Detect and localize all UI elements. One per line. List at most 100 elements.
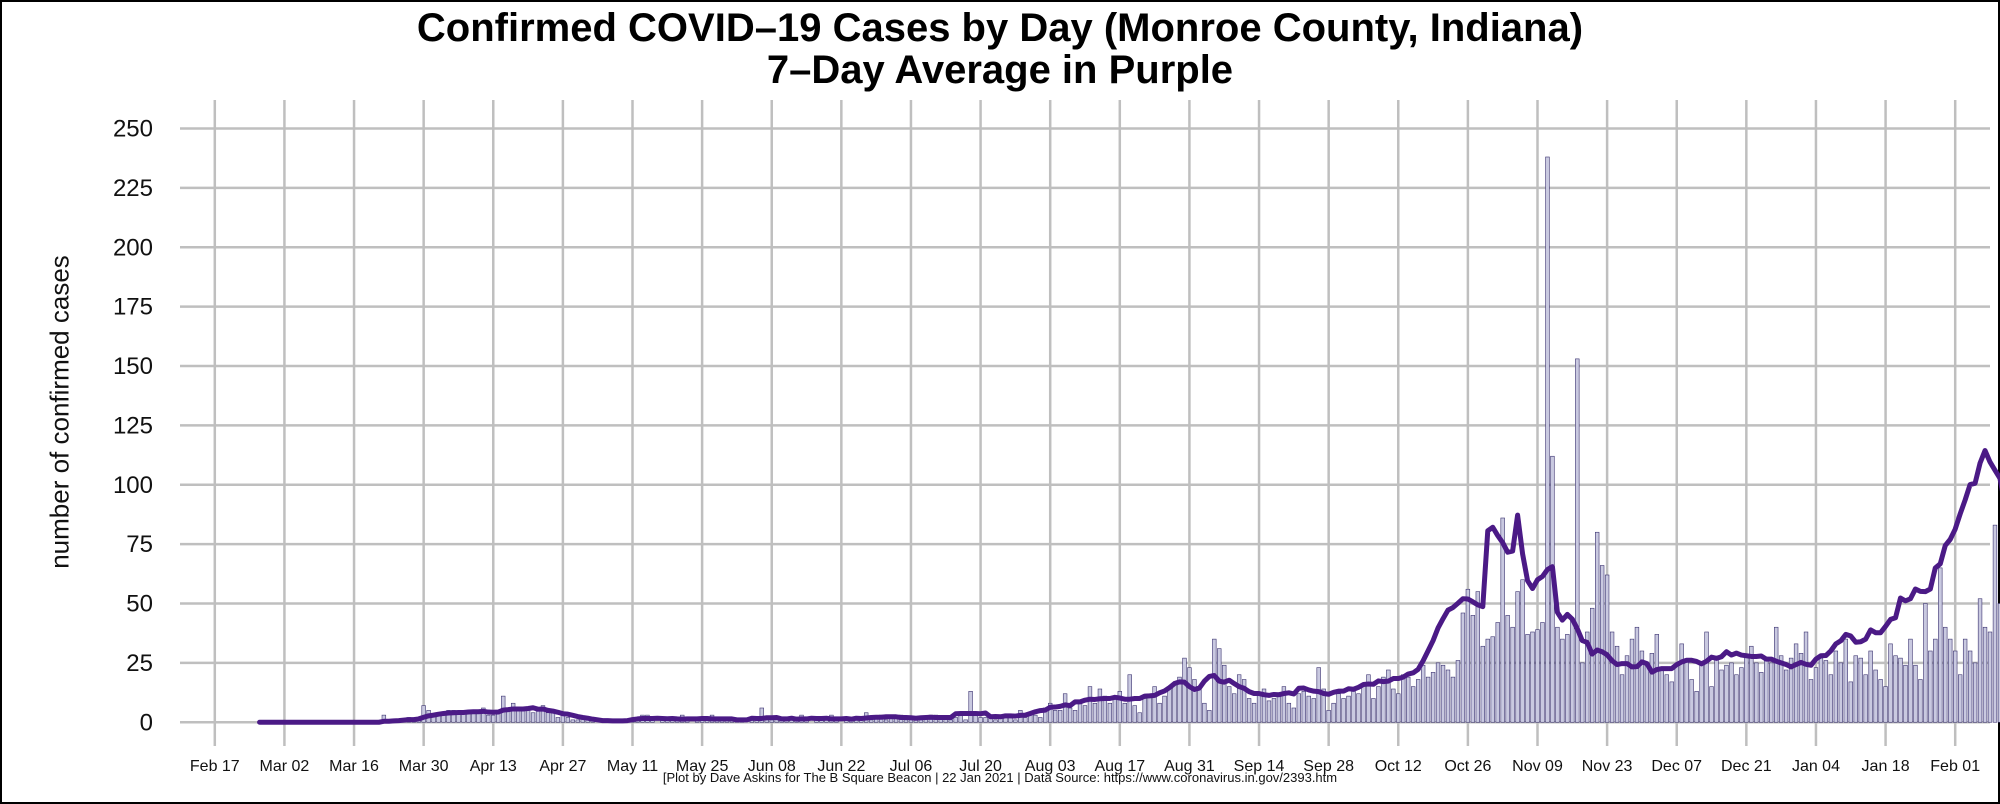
case-bar [1818,657,1824,723]
case-bar [1316,667,1321,723]
case-bar [1162,695,1167,723]
case-bar [550,712,556,723]
case-bar [1023,717,1028,723]
case-bar [555,717,561,723]
grid-lines [180,100,1990,746]
case-bar [1430,672,1436,723]
case-bar [968,691,973,723]
case-bar [421,705,426,723]
case-bar [1679,643,1684,723]
case-bar [1376,686,1381,723]
case-bar [1883,686,1888,723]
case-bar [1087,686,1093,723]
case-bar [1371,698,1376,723]
case-bar [1774,626,1779,723]
case-bar [1182,657,1187,723]
case-bar [1823,660,1829,723]
case-bar [1495,622,1500,723]
case-bar [973,714,978,723]
case-bar [883,719,889,723]
case-bar [1246,698,1252,723]
case-bar [1923,603,1928,723]
case-bar [540,705,546,723]
case-bar [1928,650,1933,723]
x-tick-label: Nov 23 [1582,758,1633,775]
x-tick-label: Aug 03 [1025,758,1076,775]
average-line [257,448,2000,725]
case-bar [1798,653,1804,723]
case-bar [1271,698,1277,723]
case-bar [1202,702,1207,723]
case-bar [1142,698,1147,723]
x-tick-label: Jun 08 [748,758,796,775]
y-tick-label: 225 [113,175,153,202]
case-bar [953,717,958,723]
x-tick-label: Aug 31 [1164,758,1215,775]
case-bar [1386,669,1391,723]
case-bar [1520,579,1525,723]
case-bar [1033,714,1038,723]
case-bar [1903,664,1908,723]
case-bar [1207,710,1212,723]
case-bar [1674,664,1679,723]
y-tick-label: 250 [113,116,153,143]
case-bar [1232,693,1237,723]
x-tick-label: Dec 21 [1721,758,1772,775]
case-bar [1167,688,1172,723]
case-bar [1480,645,1485,723]
case-bar [545,712,551,723]
case-bar [958,714,963,723]
x-tick-label: Sep 14 [1234,758,1285,775]
case-bar [1694,691,1699,723]
case-bar [1351,691,1356,723]
case-bar [1326,710,1331,723]
x-tick-label: Jul 20 [959,758,1002,775]
case-bar [1122,702,1127,723]
case-bar [759,707,764,723]
case-bar [1808,679,1814,723]
case-bar [1838,662,1843,723]
case-bar [993,719,998,723]
case-bar [446,710,451,723]
case-bar [1863,674,1868,723]
case-bar [1256,693,1262,723]
case-bar [1565,634,1570,723]
x-tick-label: May 11 [607,758,658,775]
case-bar [1654,634,1660,723]
case-bar [1331,702,1336,723]
case-bar [1719,669,1724,723]
case-bar [1933,638,1938,723]
case-bar [1445,669,1451,723]
case-bar [1793,643,1799,723]
y-tick-label: 75 [126,531,153,558]
case-bar [1843,638,1848,723]
case-bar [1077,702,1083,723]
case-bar [1227,686,1232,723]
case-bar [1425,676,1431,723]
case-bar [1510,626,1515,723]
case-bar [486,714,491,723]
case-bar [1361,683,1366,723]
y-tick-label: 50 [126,591,153,618]
x-tick-label: Apr 13 [470,758,517,775]
case-bar [1580,662,1585,723]
case-bar [1157,702,1162,723]
case-bar [1873,669,1878,723]
case-bar [1913,664,1918,723]
case-bar [1291,707,1297,723]
case-bar [530,712,536,723]
case-bar [1575,358,1580,723]
case-bar [1764,660,1769,723]
case-bar [1992,524,1998,723]
case-bar [1535,629,1540,723]
y-tick-label: 100 [113,472,153,499]
case-bar [1107,702,1113,723]
case-bar [1097,688,1103,723]
case-bar [1967,650,1973,723]
case-bar [1599,565,1605,723]
x-tick-label: Jan 04 [1792,758,1840,775]
case-bar [491,714,496,723]
x-tick-label: May 25 [676,758,729,775]
case-bar [1301,691,1306,723]
